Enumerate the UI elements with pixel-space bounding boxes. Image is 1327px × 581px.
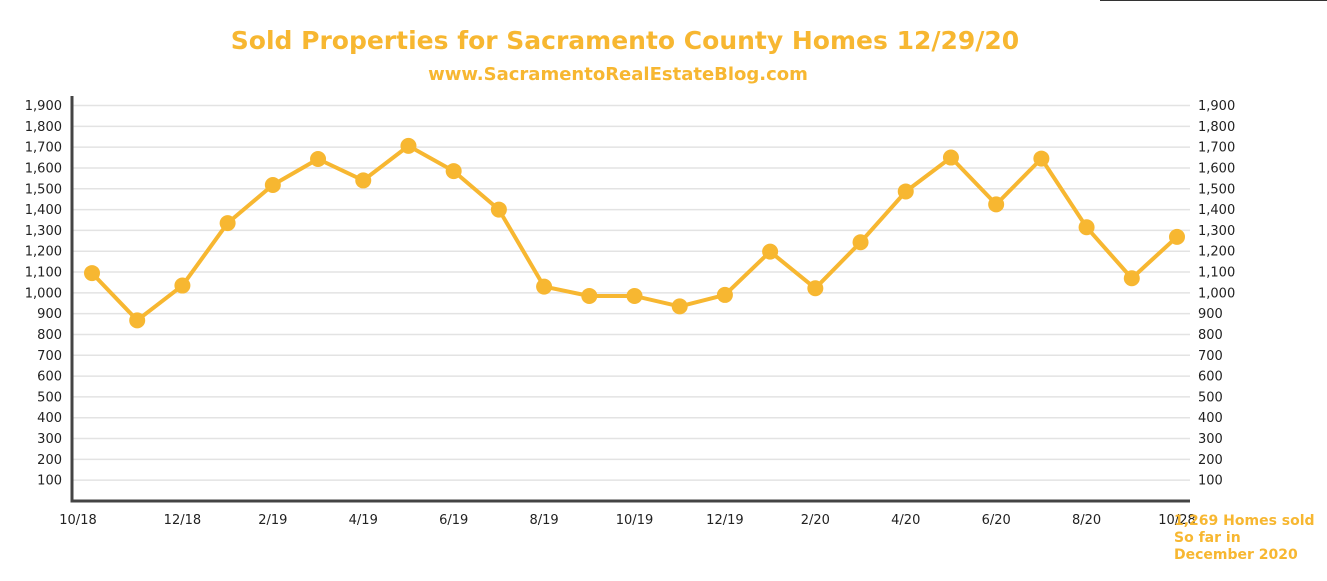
y-tick-label-right: 1,300 <box>1198 224 1235 239</box>
x-tick-label: 10/18 <box>59 513 96 528</box>
december-annotation: 1,269 Homes sold So far in December 2020 <box>1174 513 1324 564</box>
data-point <box>1169 228 1185 245</box>
x-tick-label: 4/20 <box>891 513 920 528</box>
data-point <box>716 286 733 303</box>
y-tick-label-right: 800 <box>1198 328 1223 343</box>
y-tick-label-left: 100 <box>37 474 62 489</box>
series-points <box>84 137 1185 329</box>
y-tick-label-right: 1,100 <box>1198 266 1235 281</box>
data-point <box>219 215 236 232</box>
data-point <box>942 149 959 166</box>
x-tick-label: 8/20 <box>1072 513 1101 528</box>
y-tick-label-right: 600 <box>1198 370 1223 385</box>
y-tick-label-left: 500 <box>37 390 62 405</box>
data-point <box>988 196 1005 213</box>
x-tick-label: 6/20 <box>982 513 1011 528</box>
x-tick-label: 6/19 <box>439 513 468 528</box>
y-tick-label-left: 1,900 <box>25 99 62 114</box>
y-tick-label-left: 1,100 <box>25 266 62 281</box>
data-point <box>129 312 146 329</box>
y-tick-label-right: 1,600 <box>1198 161 1235 176</box>
y-axis-right-ticks: 100 200 300 400 500 600 700 800 900 1,000 1,100 1,2… <box>1198 99 1235 489</box>
x-tick-label: 12/18 <box>164 513 201 528</box>
data-point <box>490 201 507 218</box>
data-point <box>897 183 914 200</box>
data-point <box>174 277 191 294</box>
x-tick-label: 2/20 <box>801 513 830 528</box>
y-tick-label-right: 500 <box>1198 390 1223 405</box>
x-tick-label: 4/19 <box>349 513 378 528</box>
y-tick-label-right: 1,000 <box>1198 286 1235 301</box>
axes <box>70 96 1190 503</box>
data-point <box>1078 219 1095 236</box>
data-point <box>310 150 327 167</box>
y-tick-label-left: 1,400 <box>25 203 62 218</box>
annotation-line-3: December 2020 <box>1174 547 1298 563</box>
y-tick-label-left: 400 <box>37 411 62 426</box>
x-tick-label: 8/19 <box>529 513 558 528</box>
data-point <box>355 172 372 189</box>
y-axis-left-ticks: 100 200 300 400 500 600 700 800 900 1,000 1,100 1,2… <box>25 99 62 489</box>
data-point <box>264 177 281 194</box>
y-tick-label-left: 1,000 <box>25 286 62 301</box>
x-tick-label: 2/19 <box>258 513 287 528</box>
grid-lines <box>72 104 1190 481</box>
x-tick-label: 10/19 <box>616 513 653 528</box>
data-point <box>445 163 462 180</box>
y-tick-label-left: 700 <box>37 349 62 364</box>
data-point <box>626 287 643 304</box>
data-point <box>1123 270 1140 287</box>
top-border-line <box>1100 0 1327 1</box>
chart-subtitle: www.SacramentoRealEstateBlog.com <box>428 64 808 85</box>
x-tick-label: 12/19 <box>706 513 743 528</box>
y-tick-label-right: 1,800 <box>1198 120 1235 135</box>
y-tick-label-right: 1,500 <box>1198 182 1235 197</box>
chart-title: Sold Properties for Sacramento County Ho… <box>230 26 1020 55</box>
y-tick-label-left: 1,700 <box>25 141 62 156</box>
data-point <box>671 298 688 315</box>
annotation-line-2: So far in <box>1174 530 1241 546</box>
y-tick-label-right: 400 <box>1198 411 1223 426</box>
y-tick-label-left: 200 <box>37 453 62 468</box>
y-tick-label-left: 800 <box>37 328 62 343</box>
y-tick-label-right: 100 <box>1198 474 1223 489</box>
data-point <box>84 265 100 282</box>
y-tick-label-right: 900 <box>1198 307 1223 322</box>
y-tick-label-left: 1,600 <box>25 161 62 176</box>
y-tick-label-left: 1,200 <box>25 245 62 260</box>
y-tick-label-left: 600 <box>37 370 62 385</box>
x-axis-ticks: 10/18 12/18 2/19 4/19 6/19 8/19 10/19 12/19 2/20… <box>59 513 1195 528</box>
y-tick-label-left: 300 <box>37 432 62 447</box>
x-tick-label: 10/28 <box>1158 513 1195 528</box>
y-tick-label-left: 900 <box>37 307 62 322</box>
data-point <box>762 243 779 260</box>
data-point <box>852 234 869 251</box>
y-tick-label-right: 1,400 <box>1198 203 1235 218</box>
y-tick-label-left: 1,500 <box>25 182 62 197</box>
y-tick-label-right: 700 <box>1198 349 1223 364</box>
y-tick-label-right: 200 <box>1198 453 1223 468</box>
y-tick-label-right: 1,900 <box>1198 99 1235 114</box>
y-tick-label-right: 300 <box>1198 432 1223 447</box>
y-tick-label-left: 1,800 <box>25 120 62 135</box>
y-tick-label-right: 1,200 <box>1198 245 1235 260</box>
data-point <box>1033 150 1050 167</box>
data-point <box>400 137 417 154</box>
y-tick-label-left: 1,300 <box>25 224 62 239</box>
data-point <box>581 287 598 304</box>
y-tick-label-right: 1,700 <box>1198 141 1235 156</box>
data-point <box>536 278 553 295</box>
data-point <box>807 280 824 297</box>
annotation-line-1: 1,269 Homes sold <box>1174 513 1315 529</box>
